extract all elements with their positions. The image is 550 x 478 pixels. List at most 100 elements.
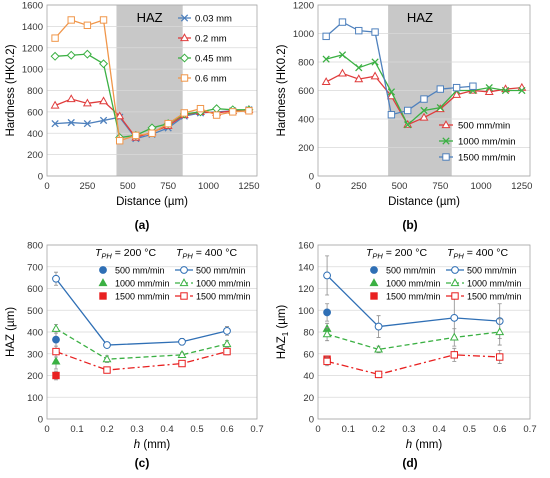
- legend-header: TPH = 400 °C: [447, 247, 508, 261]
- legend-entry-1000-mm-min-200: 1000 mm/min: [386, 279, 441, 289]
- data-point: [370, 71, 380, 80]
- y-tick-label: 1000: [293, 29, 314, 40]
- legend-entry-1000-mm-min: 1000 mm/min: [458, 137, 516, 148]
- data-point: [322, 32, 330, 41]
- legend-marker: [179, 53, 190, 63]
- data-point: [450, 313, 459, 322]
- data-point: [338, 68, 347, 77]
- y-tick-label: 200: [27, 150, 43, 161]
- legend-marker: [99, 292, 107, 300]
- legend-entry-0-03-mm: 0.03 mm: [195, 14, 232, 25]
- series-1000-mm-min: [322, 51, 526, 129]
- data-point: [99, 116, 108, 125]
- y-tick-label: 80: [303, 328, 314, 339]
- series-1500-mm-min-400: [52, 345, 231, 374]
- y-tick-label: 800: [298, 58, 314, 69]
- x-tick-label: 500: [120, 181, 136, 192]
- data-point: [371, 28, 379, 36]
- data-point: [420, 95, 428, 103]
- y-tick-label: 0: [38, 415, 43, 426]
- data-point: [374, 322, 383, 331]
- data-point: [196, 104, 205, 113]
- legend-marker: [179, 278, 189, 287]
- legend-entry-500-mm-min: 500 mm/min: [458, 121, 510, 132]
- x-tick-label: 1000: [471, 181, 492, 192]
- data-point: [322, 55, 330, 63]
- y-tick-label: 500: [27, 306, 43, 317]
- y-tick-label: 800: [27, 241, 43, 252]
- y-tick-label: 100: [298, 306, 314, 317]
- series-line: [326, 274, 500, 328]
- data-point: [323, 271, 331, 280]
- y-axis-label: Hardness (HK0.2): [276, 44, 288, 136]
- data-point: [99, 59, 109, 69]
- y-axis-label: HAZ1 (µm): [276, 305, 290, 360]
- legend-entry-500-mm-min-400: 500 mm/min: [467, 266, 517, 276]
- legend-entry-500-mm-min-400: 500 mm/min: [196, 266, 246, 276]
- series-1000-mm-min-400: [322, 318, 505, 354]
- data-point: [321, 77, 331, 86]
- data-point: [371, 58, 379, 66]
- data-point: [419, 112, 429, 121]
- data-point: [52, 371, 60, 380]
- data-point: [469, 82, 477, 90]
- chart-panel-b: HAZ 0 200 400 600 800 1000 1200 0 250 500 750 1000 12…: [276, 1, 532, 209]
- data-point: [50, 100, 60, 109]
- data-point: [66, 50, 76, 60]
- legend-marker: [442, 137, 450, 145]
- y-tick-label: 60: [303, 349, 314, 360]
- y-tick-label: 700: [27, 262, 43, 273]
- data-point: [67, 16, 75, 24]
- data-point: [222, 339, 232, 348]
- y-tick-label: 1600: [22, 1, 43, 12]
- legend-entry-1000-mm-min-200: 1000 mm/min: [115, 279, 170, 289]
- data-point: [103, 366, 111, 374]
- data-point: [66, 94, 76, 103]
- y-tick-label: 1400: [22, 22, 43, 33]
- data-point: [229, 108, 237, 116]
- y-tick-label: 0: [309, 172, 314, 183]
- legend-marker: [450, 278, 460, 287]
- series-line: [55, 328, 228, 360]
- panel-label-c: (c): [135, 456, 150, 470]
- legend-entry-500-mm-min-200: 500 mm/min: [386, 266, 436, 276]
- y-tick-label: 400: [27, 129, 43, 140]
- plot-frame: [317, 244, 531, 420]
- x-tick-label: 0.1: [342, 424, 355, 435]
- y-tick-label: 200: [27, 371, 43, 382]
- y-tick-label: 0: [38, 172, 43, 183]
- x-axis-label: h (mm): [134, 439, 171, 451]
- data-point: [322, 329, 332, 338]
- haz-region-label-a: HAZ: [137, 10, 163, 25]
- legend: 500 mm/min 1000 mm/min 1500 mm/min: [439, 120, 516, 164]
- data-point: [501, 86, 510, 95]
- y-tick-label: 800: [27, 86, 43, 97]
- data-point: [83, 21, 92, 30]
- data-point: [99, 16, 108, 24]
- x-tick-label: 0.1: [70, 424, 83, 435]
- y-tick-label: 200: [298, 143, 314, 154]
- data-point: [103, 341, 111, 349]
- plot-frame: [46, 244, 258, 420]
- legend-header: TPH = 400 °C: [176, 247, 237, 261]
- legend-marker: [180, 14, 189, 22]
- legend-marker: [180, 33, 189, 42]
- legend-entry-1000-mm-min-400: 1000 mm/min: [467, 279, 522, 289]
- legend-entry-1000-mm-min-400: 1000 mm/min: [196, 279, 251, 289]
- x-tick-label: 0.3: [402, 424, 415, 435]
- y-axis-label: HAZ (µm): [5, 307, 17, 357]
- legend: 0.03 mm 0.2 mm 0.45 mm 0.6 mm: [178, 14, 232, 85]
- panel-label-a: (a): [135, 218, 150, 232]
- panel-label-b: (b): [402, 218, 417, 232]
- x-tick-label: 0.6: [493, 424, 506, 435]
- legend: TPH = 200 °C TPH = 400 °C 500 mm/min 1000 m…: [366, 247, 522, 302]
- data-point: [355, 64, 363, 72]
- data-point: [50, 51, 60, 61]
- legend-marker: [441, 120, 451, 129]
- x-tick-label: 1250: [511, 181, 532, 192]
- y-tick-label: 300: [27, 349, 43, 360]
- x-tick-label: 0.7: [523, 424, 536, 435]
- data-point: [387, 88, 396, 96]
- data-point: [374, 344, 384, 353]
- data-point: [449, 332, 459, 341]
